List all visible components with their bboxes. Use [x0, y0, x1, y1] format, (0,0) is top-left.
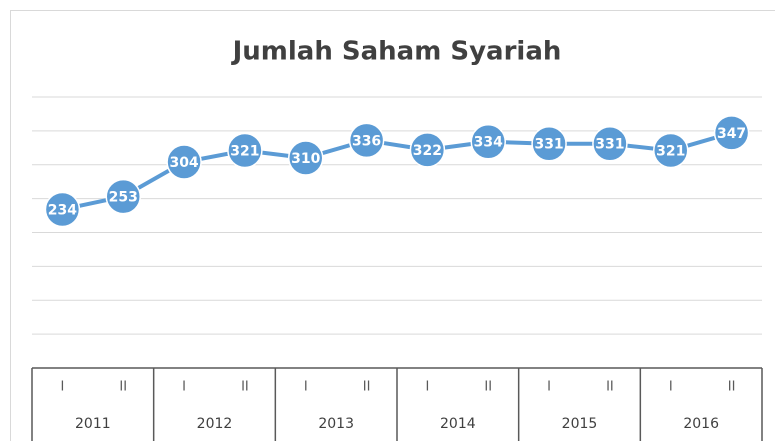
- data-label: 304: [169, 155, 198, 171]
- data-point: [166, 144, 202, 180]
- data-point: [44, 191, 81, 228]
- data-label: 336: [352, 133, 381, 149]
- x-tick-label: I: [182, 380, 186, 395]
- x-tick-label: I: [547, 380, 551, 395]
- x-tick-label: II: [363, 380, 371, 395]
- x-tick-label: I: [304, 380, 308, 395]
- x-group-label: 2011: [75, 416, 111, 432]
- data-label: 234: [48, 202, 77, 218]
- x-group-label: 2012: [197, 416, 233, 432]
- data-point: [653, 132, 689, 169]
- data-point: [470, 123, 506, 160]
- x-group-label: 2013: [318, 416, 354, 432]
- x-tick-label: I: [60, 380, 64, 395]
- chart-border: [10, 10, 775, 441]
- x-tick-label: I: [425, 380, 429, 395]
- data-point: [105, 178, 141, 215]
- data-label: 321: [230, 144, 259, 160]
- data-line: [62, 130, 733, 212]
- data-point: [288, 140, 324, 176]
- x-tick-label: II: [728, 380, 736, 395]
- data-label: 253: [109, 190, 138, 206]
- x-group-label: 2016: [683, 416, 719, 432]
- data-label: 310: [291, 151, 320, 167]
- x-group-label: 2015: [562, 416, 598, 432]
- data-label: 331: [595, 137, 624, 153]
- x-tick-label: II: [241, 380, 249, 395]
- data-label: 322: [413, 143, 442, 159]
- data-label: 347: [717, 126, 746, 142]
- x-tick-label: II: [484, 380, 492, 395]
- data-point: [592, 125, 628, 162]
- data-point: [409, 132, 446, 168]
- x-tick-label: I: [669, 380, 673, 395]
- data-label: 331: [534, 137, 563, 153]
- x-group-label: 2014: [440, 416, 476, 432]
- data-point: [348, 122, 385, 159]
- data-label: 334: [474, 135, 503, 151]
- data-point: [531, 125, 567, 162]
- data-label: 321: [656, 144, 685, 160]
- data-point: [227, 132, 263, 169]
- data-point: [713, 115, 750, 151]
- x-tick-label: II: [606, 380, 614, 395]
- x-tick-label: II: [119, 380, 127, 395]
- chart-title: Jumlah Saham Syariah: [231, 37, 562, 67]
